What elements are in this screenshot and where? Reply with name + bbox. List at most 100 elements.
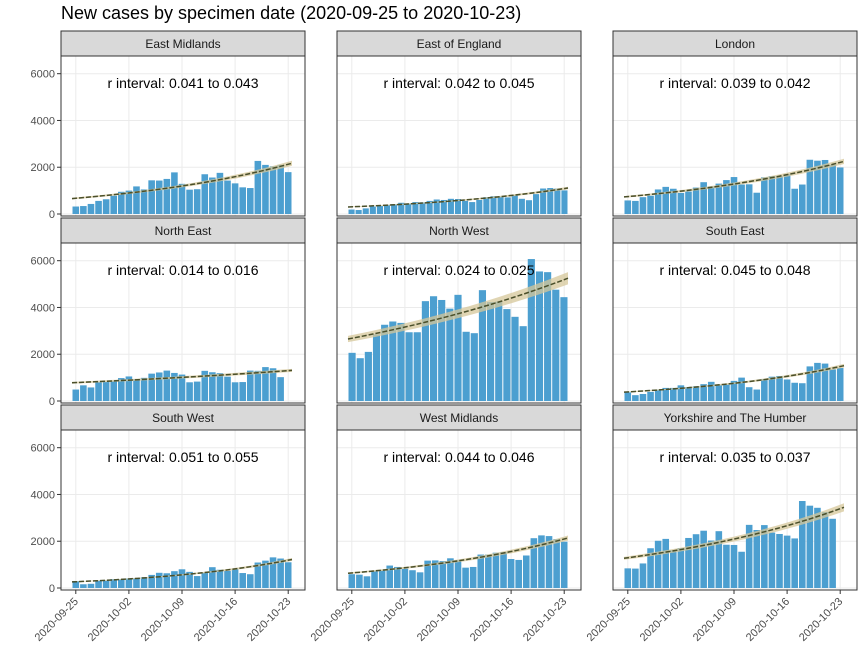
bar bbox=[118, 191, 125, 214]
bar bbox=[654, 389, 662, 401]
bar bbox=[178, 569, 186, 588]
bar bbox=[632, 200, 639, 214]
bar bbox=[125, 190, 133, 214]
bar bbox=[401, 568, 409, 588]
bar bbox=[783, 174, 791, 214]
panel-border bbox=[336, 429, 582, 591]
bar bbox=[87, 203, 95, 214]
x-tick-label: 2020-09-25 bbox=[309, 596, 357, 644]
bar bbox=[511, 316, 519, 401]
facet-label: West Midlands bbox=[420, 411, 498, 425]
bar bbox=[446, 308, 454, 401]
bar bbox=[216, 569, 224, 588]
x-tick-label: 2020-10-02 bbox=[638, 596, 686, 644]
bar bbox=[148, 574, 155, 588]
bar bbox=[284, 172, 292, 214]
bar bbox=[561, 190, 568, 214]
bar bbox=[476, 199, 483, 214]
facet-label: North East bbox=[155, 224, 212, 238]
bar bbox=[355, 210, 362, 214]
bar bbox=[552, 289, 560, 401]
x-tick-label: 2020-10-02 bbox=[362, 596, 410, 644]
panel-border bbox=[612, 242, 858, 404]
bar bbox=[133, 379, 140, 401]
bar bbox=[776, 375, 783, 401]
r-interval-annotation: r interval: 0.045 to 0.048 bbox=[660, 262, 811, 278]
bar bbox=[723, 180, 730, 214]
y-tick-label: 6000 bbox=[31, 69, 55, 81]
bar bbox=[429, 296, 438, 401]
bar bbox=[497, 196, 504, 214]
panel-border bbox=[60, 55, 306, 217]
facet-panel: North West r interval: 0.024 to 0.025 bbox=[336, 217, 582, 404]
bar bbox=[424, 560, 431, 588]
bar bbox=[685, 386, 692, 401]
bar bbox=[262, 367, 269, 401]
bar bbox=[201, 174, 209, 214]
bar bbox=[140, 189, 148, 214]
bar bbox=[363, 576, 371, 588]
bar bbox=[440, 199, 447, 214]
bar bbox=[394, 566, 401, 588]
bar bbox=[462, 567, 469, 588]
bar bbox=[654, 540, 662, 588]
bar bbox=[155, 372, 163, 401]
bar bbox=[829, 164, 836, 214]
trend-line bbox=[623, 160, 845, 198]
trend-line bbox=[71, 369, 293, 384]
bar bbox=[277, 377, 284, 401]
bar bbox=[413, 332, 421, 401]
facet-strip bbox=[612, 217, 858, 244]
bar bbox=[186, 382, 193, 401]
bar bbox=[730, 380, 738, 401]
trend-line bbox=[71, 162, 293, 200]
bar bbox=[685, 191, 692, 214]
bar bbox=[348, 352, 356, 401]
bar bbox=[715, 531, 723, 588]
bar bbox=[791, 188, 798, 214]
bar bbox=[723, 384, 730, 401]
bar bbox=[507, 559, 515, 588]
bar bbox=[369, 206, 376, 214]
x-tick-label: 2020-10-23 bbox=[521, 596, 569, 644]
bar bbox=[522, 555, 530, 588]
bar bbox=[239, 187, 246, 214]
bar bbox=[533, 194, 540, 214]
bar bbox=[814, 507, 821, 588]
x-tick-label: 2020-09-25 bbox=[585, 596, 633, 644]
bar bbox=[554, 188, 561, 214]
bar bbox=[485, 554, 492, 588]
trend-line bbox=[623, 506, 845, 560]
bar bbox=[791, 382, 798, 401]
bar bbox=[426, 200, 433, 214]
bar bbox=[560, 541, 568, 588]
bar bbox=[685, 537, 692, 588]
bar bbox=[821, 512, 829, 588]
bar bbox=[677, 385, 685, 401]
facet-label: London bbox=[715, 37, 755, 51]
bar bbox=[487, 302, 495, 401]
chart-title: New cases by specimen date (2020-09-25 t… bbox=[61, 3, 522, 23]
bar bbox=[348, 209, 355, 214]
bar bbox=[133, 578, 140, 588]
bar bbox=[798, 383, 806, 401]
bar bbox=[545, 536, 553, 588]
trend-line bbox=[623, 364, 845, 393]
r-interval-annotation: r interval: 0.024 to 0.025 bbox=[384, 262, 535, 278]
bar bbox=[821, 363, 829, 401]
bar bbox=[409, 570, 416, 588]
bar bbox=[356, 574, 363, 588]
bar bbox=[753, 192, 761, 214]
facet-label: South West bbox=[152, 411, 214, 425]
bar bbox=[246, 370, 254, 401]
bar bbox=[547, 188, 554, 214]
bar bbox=[447, 558, 454, 588]
bar bbox=[768, 532, 776, 588]
bar bbox=[110, 380, 118, 401]
bar bbox=[95, 382, 102, 401]
bar bbox=[148, 373, 155, 401]
bar bbox=[254, 562, 262, 588]
bar bbox=[224, 570, 231, 588]
bar bbox=[761, 177, 768, 214]
